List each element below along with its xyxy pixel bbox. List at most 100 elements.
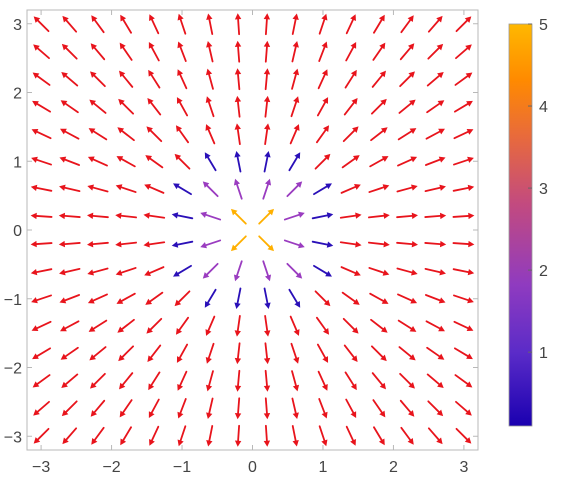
vector-arrow xyxy=(88,128,108,141)
x-tick-label: 3 xyxy=(459,459,468,476)
vector-arrow xyxy=(426,346,445,360)
vector-arrow xyxy=(291,68,300,90)
vector-arrow xyxy=(291,41,299,63)
vector-arrow xyxy=(205,315,216,336)
vector-arrow xyxy=(31,156,52,166)
vector-arrow xyxy=(291,397,299,419)
x-tick-label: 0 xyxy=(248,459,257,476)
vector-arrow xyxy=(234,95,242,118)
vector-arrow xyxy=(398,346,416,361)
y-tick-label: −3 xyxy=(4,429,22,446)
vector-arrow xyxy=(119,399,133,418)
vector-arrow xyxy=(173,183,192,196)
vector-arrow xyxy=(425,294,446,304)
vector-arrow xyxy=(316,343,329,363)
vector-arrow xyxy=(344,69,357,89)
vector-arrow xyxy=(59,184,81,193)
vector-arrow xyxy=(32,100,51,113)
vector-arrow xyxy=(454,374,473,388)
y-tick-label: −2 xyxy=(4,361,22,378)
vector-arrow xyxy=(87,293,108,304)
vector-arrow xyxy=(452,268,475,276)
vector-arrow xyxy=(234,397,242,420)
vector-arrow xyxy=(233,178,243,200)
vector-arrow xyxy=(313,183,332,196)
vector-arrow xyxy=(314,153,331,170)
vector-arrow xyxy=(290,342,300,364)
vector-arrow xyxy=(118,345,134,362)
vector-arrow xyxy=(205,342,215,364)
vector-arrow xyxy=(90,43,106,61)
vector-arrow xyxy=(205,370,214,392)
vector-arrow xyxy=(173,264,192,277)
vector-arrow xyxy=(120,14,132,34)
vector-arrow xyxy=(424,212,447,220)
vector-arrow xyxy=(343,97,358,116)
vector-arrow xyxy=(115,267,137,276)
vector-arrow xyxy=(176,97,189,117)
vector-arrow xyxy=(399,399,415,417)
vector-arrow xyxy=(205,68,214,90)
vector-arrow xyxy=(234,314,241,337)
vector-arrow xyxy=(202,181,219,198)
vector-arrow xyxy=(370,127,388,142)
vector-arrow xyxy=(59,294,80,304)
vector-arrow xyxy=(344,371,357,391)
vector-arrow xyxy=(263,13,271,36)
vector-arrow xyxy=(455,427,472,444)
vector-arrow xyxy=(371,345,387,362)
y-tick-label: 2 xyxy=(13,86,22,103)
vector-arrow xyxy=(177,398,187,419)
vector-arrow xyxy=(452,212,475,220)
vector-arrow xyxy=(316,97,329,117)
vector-arrow xyxy=(345,398,357,418)
vector-arrow xyxy=(426,71,444,87)
vector-arrow xyxy=(87,156,108,167)
vector-arrow xyxy=(370,318,388,333)
vector-arrow xyxy=(286,262,303,279)
vector-arrow xyxy=(372,399,386,418)
vector-arrow xyxy=(33,400,50,416)
vector-arrow xyxy=(90,71,106,88)
vector-arrow xyxy=(314,290,331,307)
vector-arrow xyxy=(149,425,160,446)
colorbar xyxy=(508,23,533,427)
vector-arrow xyxy=(206,41,214,63)
vector-arrow xyxy=(174,290,191,307)
vector-arrow xyxy=(32,347,51,360)
vector-arrow xyxy=(61,400,78,417)
vector-arrow xyxy=(453,128,474,140)
vector-arrow xyxy=(425,156,446,166)
vector-arrow xyxy=(31,320,52,332)
vector-arrow xyxy=(87,184,109,193)
vector-arrow xyxy=(58,240,81,248)
vector-arrow xyxy=(234,68,242,91)
vector-arrow xyxy=(372,42,386,61)
vector-arrow xyxy=(396,267,418,276)
vector-arrow xyxy=(116,292,136,304)
vector-arrow xyxy=(87,212,109,220)
vector-arrow xyxy=(424,240,447,248)
y-tick-label: 1 xyxy=(13,154,22,171)
y-tick-label: −1 xyxy=(4,292,22,309)
vector-arrow xyxy=(262,260,272,282)
vector-arrow xyxy=(453,320,474,332)
vector-arrow xyxy=(290,96,300,118)
vector-arrow xyxy=(205,96,215,118)
vector-arrow xyxy=(171,212,194,220)
vector-arrow xyxy=(58,212,81,220)
vector-arrow xyxy=(263,424,271,447)
vector-arrow xyxy=(291,13,299,35)
vector-arrow xyxy=(146,317,163,334)
colorbar-tick-label: 5 xyxy=(539,17,548,34)
vector-arrow xyxy=(286,181,303,198)
vector-arrow xyxy=(425,128,445,140)
vector-arrow xyxy=(147,97,162,116)
vector-arrow xyxy=(342,126,359,143)
vector-arrow xyxy=(200,211,222,221)
vector-arrow xyxy=(115,212,137,219)
vector-arrow xyxy=(264,123,271,146)
vector-arrow xyxy=(288,152,301,172)
vector-arrow xyxy=(176,343,189,363)
vector-arrow xyxy=(234,40,242,63)
